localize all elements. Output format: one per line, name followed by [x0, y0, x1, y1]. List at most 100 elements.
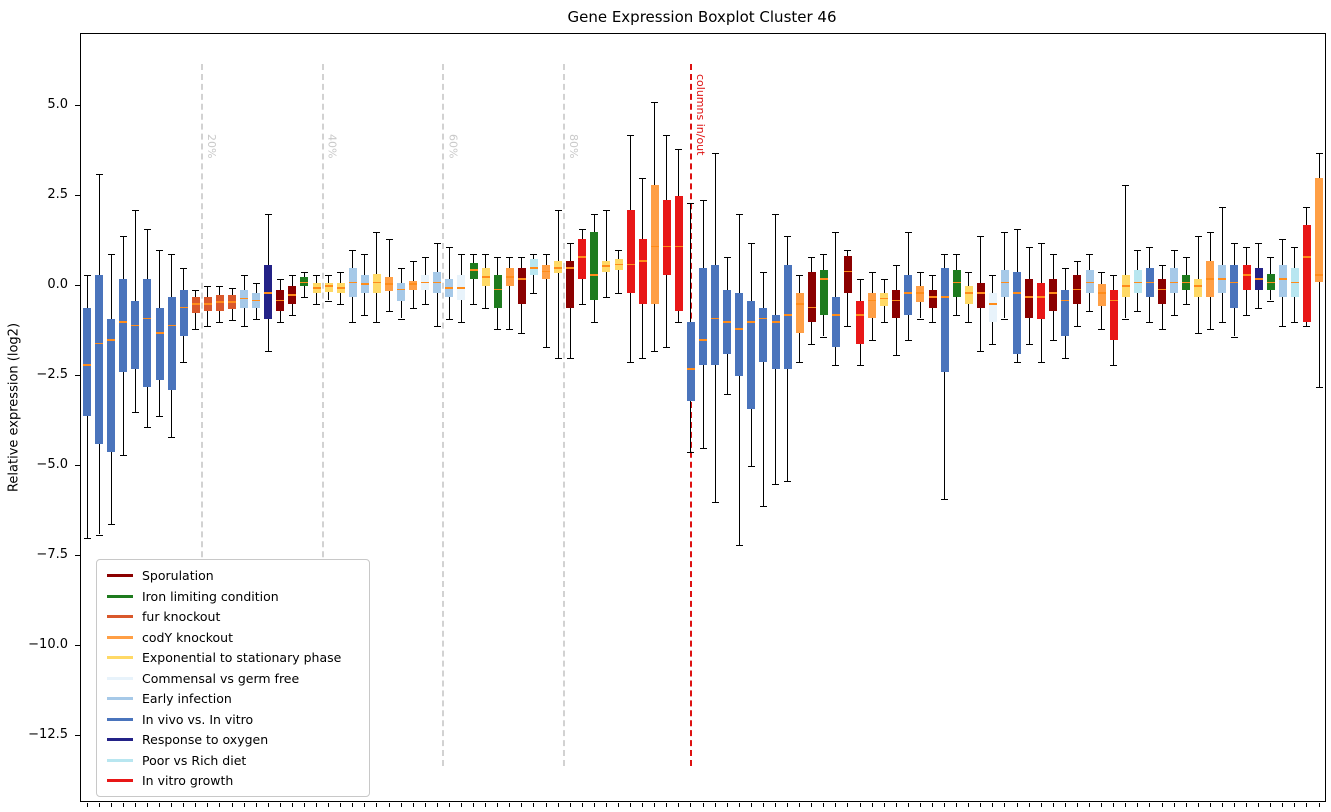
x-tick-mark [823, 803, 825, 807]
median-line [1109, 299, 1118, 302]
legend-label: In vitro growth [142, 773, 234, 788]
percent-gridline-label: 60% [446, 134, 460, 159]
x-tick-mark [907, 803, 909, 807]
median-line [155, 331, 164, 334]
whisker-cap-top [639, 178, 647, 180]
median-line [831, 313, 840, 316]
whisker-cap-top [916, 271, 924, 273]
whisker-cap-bottom [627, 361, 634, 363]
x-tick-mark [1064, 803, 1066, 807]
whisker-cap-top [1122, 185, 1130, 187]
legend-item: Early infection [107, 691, 359, 706]
y-tick-mark [75, 195, 80, 197]
whisker-cap-top [252, 282, 260, 284]
median-line [1230, 281, 1239, 284]
whisker-cap-top [1230, 242, 1238, 244]
median-line [674, 245, 683, 248]
whisker-cap-bottom [1013, 361, 1021, 363]
median-line [1085, 281, 1094, 284]
x-tick-mark [340, 803, 342, 807]
whisker-cap-top [1182, 257, 1190, 259]
median-line [1073, 288, 1082, 291]
whisker-cap-bottom [143, 426, 151, 428]
whisker-cap-top [759, 271, 767, 273]
legend-label: Early infection [142, 691, 232, 706]
box-spor [843, 255, 852, 294]
box-vitro [1242, 264, 1251, 290]
whisker-cap-top [832, 232, 840, 234]
median-line [964, 292, 973, 295]
x-tick-mark [1089, 803, 1090, 807]
median-line [711, 317, 720, 320]
whisker-cap-bottom [433, 325, 441, 327]
legend-swatch-diet [107, 758, 133, 762]
median-line [143, 317, 152, 320]
whisker-cap-bottom [784, 480, 791, 482]
whisker-cap-bottom [602, 296, 610, 298]
x-tick-mark [243, 803, 245, 807]
whisker-cap-top [675, 149, 683, 151]
box-vitro [1302, 224, 1311, 322]
x-tick-mark [1233, 803, 1235, 807]
x-tick-mark [859, 803, 861, 807]
median-line [167, 324, 176, 327]
x-tick-mark [521, 803, 523, 807]
whisker-cap-bottom [421, 304, 429, 306]
median-line [542, 270, 550, 273]
x-tick-mark [1294, 803, 1296, 807]
legend-swatch-comm [107, 676, 133, 680]
box-vitro [626, 210, 635, 294]
x-tick-mark [86, 803, 88, 807]
whisker-cap-top [264, 214, 272, 216]
whisker-cap-top [421, 257, 429, 259]
whisker-cap-top [445, 246, 453, 248]
median-line [1013, 292, 1021, 295]
whisker-cap-bottom [204, 325, 212, 327]
x-tick-mark [569, 803, 571, 807]
whisker-cap-bottom [916, 318, 924, 320]
percent-gridline-label: 80% [567, 134, 581, 159]
median-line [348, 281, 357, 284]
x-tick-mark [630, 803, 631, 807]
whisker-cap-top [433, 242, 441, 244]
whisker-line [738, 214, 740, 546]
box-cody [409, 280, 418, 290]
whisker-cap-top [361, 253, 369, 255]
whisker-cap-bottom [953, 314, 961, 316]
median-line [747, 321, 756, 323]
whisker-cap-top [107, 253, 115, 255]
median-line [457, 286, 466, 289]
whisker-cap-bottom [1194, 332, 1202, 334]
whisker-cap-top [204, 286, 212, 288]
box-invivo [155, 307, 164, 380]
x-tick-mark [1113, 803, 1115, 807]
whisker-line [605, 210, 607, 297]
x-tick-mark [1197, 803, 1199, 807]
whisker-cap-top [192, 289, 200, 291]
whisker-cap-bottom [192, 329, 200, 331]
x-tick-mark [678, 803, 680, 807]
whisker-cap-bottom [542, 347, 550, 349]
box-cody [650, 185, 659, 304]
box-spor [928, 289, 937, 308]
x-tick-mark [424, 803, 426, 807]
whisker-cap-bottom [313, 304, 320, 306]
whisker-cap-bottom [325, 300, 333, 302]
median-line [131, 324, 140, 327]
median-line [1145, 281, 1154, 284]
box-iron [590, 232, 599, 301]
box-invivo [735, 293, 744, 377]
whisker-cap-top [1146, 246, 1154, 248]
box-invivo [83, 307, 91, 416]
median-line [215, 301, 224, 304]
box-exp [324, 282, 333, 292]
whisker-cap-top [1194, 235, 1202, 237]
box-cody [1315, 178, 1323, 283]
whisker-cap-top [518, 257, 526, 259]
whisker-cap-top [808, 257, 816, 259]
y-tick-mark [75, 375, 80, 377]
legend-swatch-early [107, 697, 133, 700]
percent-gridline [200, 64, 203, 766]
x-tick-mark [1246, 803, 1247, 807]
x-tick-mark [485, 803, 487, 807]
